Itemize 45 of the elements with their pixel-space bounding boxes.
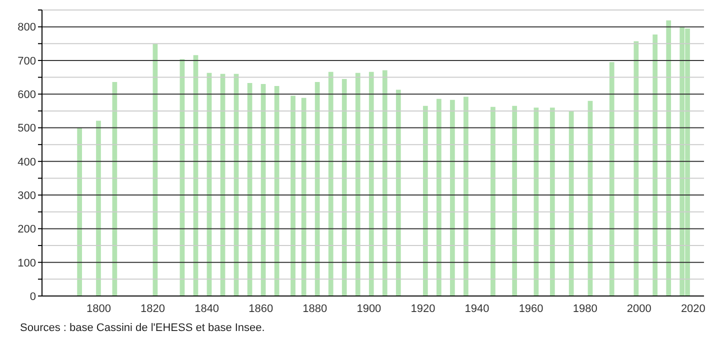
x-tick-label: 1840 [194, 302, 220, 315]
x-tick-label: 1800 [86, 302, 111, 315]
x-tick-label: 1860 [248, 302, 274, 315]
x-tick-label: 1900 [356, 302, 382, 315]
x-tick-label: 2000 [626, 302, 652, 315]
bar [550, 108, 555, 296]
bar [368, 72, 374, 296]
y-tick-label: 400 [18, 156, 36, 168]
bar [436, 98, 442, 296]
bar [609, 62, 614, 296]
bar [396, 90, 401, 296]
bar [422, 106, 428, 296]
y-tick-label: 300 [18, 190, 36, 202]
x-tick-label: 1940 [464, 302, 490, 315]
source-note: Sources : base Cassini de l'EHESS et base Insee. [20, 322, 266, 334]
y-tick-label: 700 [18, 55, 36, 68]
y-tick-label: 600 [18, 89, 36, 102]
bar [634, 41, 639, 296]
bar [328, 72, 334, 296]
bar [512, 106, 518, 296]
bar [355, 72, 360, 296]
y-tick-label: 200 [18, 224, 36, 236]
bar [490, 106, 496, 296]
bar [96, 120, 101, 296]
x-tick-label: 1980 [572, 302, 598, 315]
bar [314, 82, 320, 296]
y-tick-label: 500 [18, 122, 36, 135]
y-tick-label: 0 [30, 290, 36, 303]
bar [450, 100, 455, 296]
bar [290, 96, 296, 296]
bar [342, 78, 347, 296]
bar [464, 96, 468, 296]
y-tick-label: 100 [18, 257, 36, 270]
bar [301, 98, 306, 296]
bar [652, 34, 658, 296]
bar [666, 20, 672, 296]
x-tick-label: 1880 [302, 302, 328, 315]
bar [77, 128, 82, 296]
bar [382, 70, 388, 296]
x-tick-label: 1920 [410, 302, 436, 315]
bar [568, 111, 574, 296]
x-tick-label: 1960 [518, 302, 544, 315]
x-tick-label: 2020 [680, 302, 706, 315]
x-tick-label: 1820 [140, 302, 166, 315]
y-tick-label: 800 [18, 22, 36, 34]
